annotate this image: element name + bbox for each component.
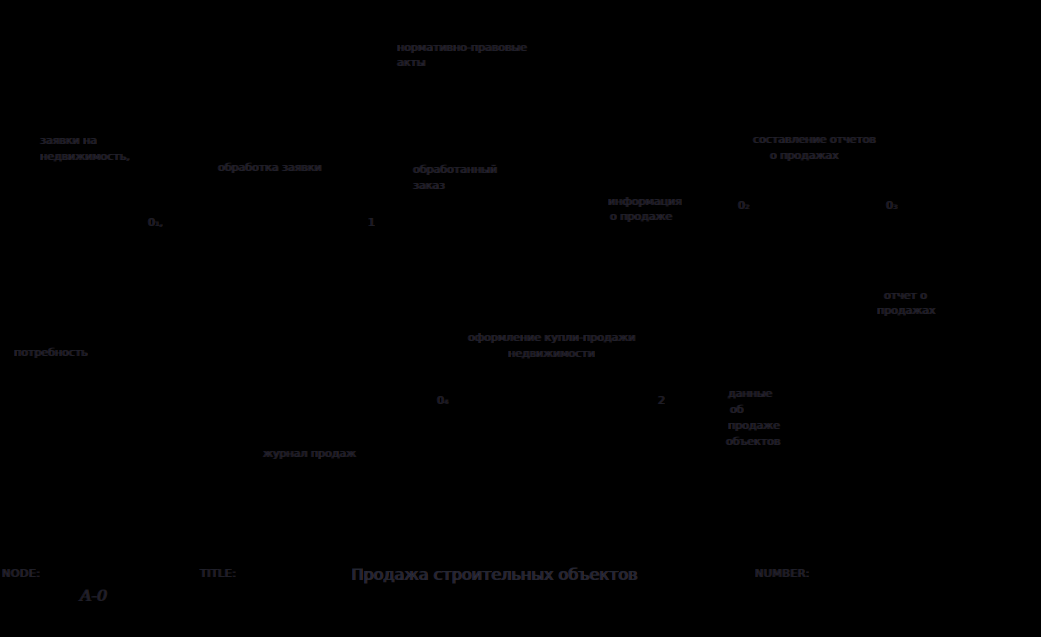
footer-title-label: TITLE: xyxy=(200,567,237,580)
box-1-number: 1 xyxy=(368,216,375,229)
output-object-data-line2: об xyxy=(730,403,744,416)
footer-node-label: NODE: xyxy=(2,567,41,580)
output-sales-report-line1: отчет о xyxy=(884,289,928,302)
box-3-mark-left: 0₂ xyxy=(738,199,750,212)
box-1-corner-mark: 0₁, xyxy=(148,216,163,229)
process-box-1 xyxy=(140,150,380,230)
input-need-label: потребность xyxy=(14,346,88,359)
output-object-data-line4: объектов xyxy=(726,435,781,448)
process-box-2 xyxy=(430,320,672,406)
footer-divider xyxy=(0,558,1041,559)
output-object-data-line1: данные xyxy=(728,387,773,400)
process-box-3 xyxy=(733,122,900,210)
arrow-sales-journal-label: журнал продаж xyxy=(263,447,357,460)
input-requests-label-line1: заявки на xyxy=(40,134,97,147)
arrow-processed-order-line1: обработанный xyxy=(413,163,498,176)
arrow-sale-info-line2: о продаже xyxy=(610,210,673,223)
output-sales-report-line2: продажах xyxy=(877,304,936,317)
arrow-processed-order-line2: заказ xyxy=(413,179,445,192)
input-requests-label-line2: недвижимость, xyxy=(40,150,130,163)
process-box-3-title-line1: составление отчетов xyxy=(753,133,876,146)
control-arrow-label-line2: акты xyxy=(397,56,426,69)
box-2-corner-mark: 0₄ xyxy=(437,394,449,407)
box-3-mark-right: 0₃ xyxy=(886,199,898,212)
process-box-2-title-line2: недвижимости xyxy=(508,347,595,360)
footer-number-label: NUMBER: xyxy=(755,567,810,580)
control-arrow-label-line1: нормативно-правовые xyxy=(397,41,527,54)
box-2-number: 2 xyxy=(658,394,665,407)
arrow-sale-info-line1: информация xyxy=(608,195,682,208)
output-object-data-line3: продаже xyxy=(728,419,780,432)
process-box-3-title-line2: о продажах xyxy=(770,149,839,162)
process-box-2-title-line1: оформление купли-продажи xyxy=(468,331,636,344)
process-box-1-title: обработка заявки xyxy=(218,161,322,174)
diagram-title: Продажа строительных объектов xyxy=(351,565,638,584)
footer-node-value: A-0 xyxy=(80,586,108,605)
